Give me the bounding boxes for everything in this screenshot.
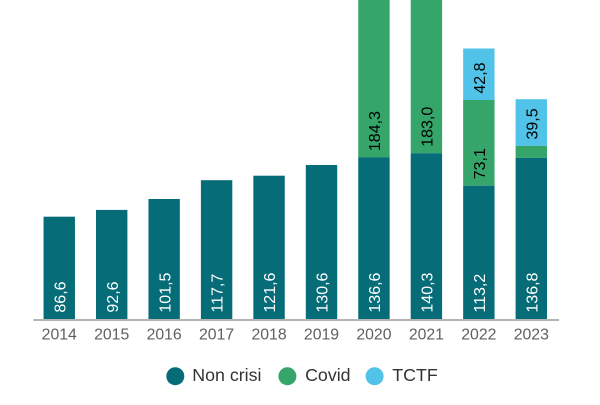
svg-text:2017: 2017 <box>199 327 234 344</box>
svg-text:39,5: 39,5 <box>524 108 541 139</box>
svg-text:92,6: 92,6 <box>105 281 122 312</box>
svg-text:2020: 2020 <box>356 327 391 344</box>
svg-text:117,7: 117,7 <box>210 274 227 313</box>
svg-text:2016: 2016 <box>147 327 182 344</box>
svg-text:73,1: 73,1 <box>472 148 489 179</box>
svg-text:Covid: Covid <box>305 365 350 385</box>
svg-text:2015: 2015 <box>94 327 129 344</box>
svg-text:86,6: 86,6 <box>52 281 69 312</box>
svg-text:136,8: 136,8 <box>524 272 541 312</box>
svg-text:42,8: 42,8 <box>472 62 489 93</box>
svg-text:136,6: 136,6 <box>367 272 384 312</box>
svg-text:101,5: 101,5 <box>157 272 174 312</box>
svg-text:130,6: 130,6 <box>315 272 332 312</box>
svg-text:2023: 2023 <box>514 327 549 344</box>
svg-text:183,0: 183,0 <box>420 107 437 147</box>
svg-text:2021: 2021 <box>409 327 444 344</box>
svg-text:TCTF: TCTF <box>392 365 438 385</box>
svg-text:121,6: 121,6 <box>262 272 279 312</box>
svg-text:140,3: 140,3 <box>420 272 437 312</box>
svg-text:Non crisi: Non crisi <box>192 365 261 385</box>
svg-text:2022: 2022 <box>461 327 496 344</box>
svg-text:184,3: 184,3 <box>367 111 384 151</box>
svg-text:113,2: 113,2 <box>472 274 489 313</box>
svg-text:2018: 2018 <box>251 327 286 344</box>
svg-text:2019: 2019 <box>304 327 339 344</box>
svg-text:2014: 2014 <box>42 327 77 344</box>
